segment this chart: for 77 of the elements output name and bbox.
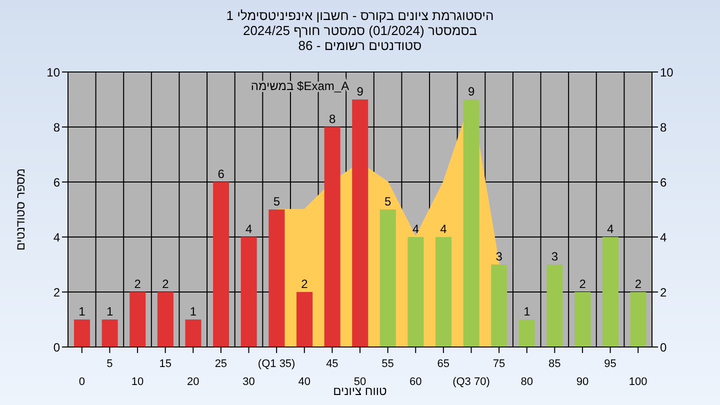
data-label: 1 xyxy=(524,304,531,318)
y2-tick-label: 4 xyxy=(660,230,667,244)
data-label: 4 xyxy=(412,222,420,236)
y2-tick-label: 10 xyxy=(660,65,674,80)
x-tick-label: 95 xyxy=(604,358,616,370)
x-tick-label: 10 xyxy=(131,376,144,388)
x-tick-label: 25 xyxy=(214,358,228,370)
y-tick-label: 0 xyxy=(53,340,60,354)
x-tick-label: (Q1 35) xyxy=(258,358,296,370)
x-tick-label: 15 xyxy=(159,358,172,370)
x-tick-label: 100 xyxy=(628,376,648,388)
x-tick-label: 0 xyxy=(78,376,85,388)
y-axis-title: מספר סטודנטים xyxy=(13,168,28,251)
bar xyxy=(74,320,90,347)
x-tick-label: 80 xyxy=(520,376,533,388)
bar xyxy=(602,237,618,347)
bar xyxy=(296,292,312,347)
bar xyxy=(130,292,146,347)
bar xyxy=(240,237,257,347)
x-tick-label: 5 xyxy=(106,358,113,370)
data-label: 4 xyxy=(440,222,448,236)
x-tick-label: 85 xyxy=(548,358,561,370)
bar xyxy=(157,292,174,347)
data-label: 6 xyxy=(218,167,225,181)
y-tick-label: 10 xyxy=(46,65,60,80)
data-label: 2 xyxy=(634,277,642,291)
x-tick-label: 30 xyxy=(242,376,255,388)
y-tick-label: 2 xyxy=(53,285,60,300)
bar xyxy=(324,127,340,347)
data-label: 8 xyxy=(328,112,336,126)
data-label: 1 xyxy=(106,304,114,318)
bar xyxy=(491,264,508,347)
bar xyxy=(518,320,535,347)
bar xyxy=(352,100,368,347)
data-label: 4 xyxy=(607,222,614,236)
data-label: 9 xyxy=(356,84,364,98)
bar xyxy=(574,292,591,347)
data-label: 1 xyxy=(78,304,86,318)
y-tick-label: 4 xyxy=(53,230,60,244)
chart-title: היסטוגרמת ציונים בקורס - חשבון אינפיניטסימלי 1 xyxy=(225,8,495,23)
x-tick-label: (Q3 70) xyxy=(452,376,490,388)
x-tick-label: 75 xyxy=(492,358,506,370)
x-tick-label: 90 xyxy=(576,376,589,388)
data-label: 2 xyxy=(301,277,308,291)
y2-tick-label: 0 xyxy=(660,340,667,354)
data-label: 3 xyxy=(551,250,558,264)
y-tick-label: 6 xyxy=(53,175,60,190)
chart-subtitle: בסמסטר (01/2024) סמסטר חורף 2024/25 סטודנטים רשומים - 86 xyxy=(242,23,478,53)
bar xyxy=(213,182,230,347)
bar xyxy=(408,237,424,347)
data-label: 2 xyxy=(579,277,586,291)
bar xyxy=(380,210,396,347)
data-label: 2 xyxy=(134,277,142,291)
bar xyxy=(102,320,118,347)
x-tick-label: 60 xyxy=(409,376,422,388)
y-tick-label: 8 xyxy=(53,120,60,134)
y2-tick-label: 8 xyxy=(660,120,667,134)
bar xyxy=(268,210,285,347)
x-tick-label: 20 xyxy=(187,376,200,388)
bar xyxy=(630,292,646,347)
bar xyxy=(463,100,480,347)
data-label: 9 xyxy=(468,84,475,98)
data-label: 5 xyxy=(273,194,280,208)
bar xyxy=(546,264,563,347)
data-label: 2 xyxy=(162,277,170,291)
data-label: 3 xyxy=(496,250,503,264)
x-tick-label: 45 xyxy=(326,358,338,370)
data-label: 1 xyxy=(190,304,197,318)
bar xyxy=(436,237,452,347)
x-tick-label: 40 xyxy=(298,376,311,388)
bar xyxy=(185,320,202,347)
data-label: 5 xyxy=(384,194,392,208)
x-tick-label: 55 xyxy=(382,358,394,370)
x-tick-label: 65 xyxy=(437,358,450,370)
y2-tick-label: 6 xyxy=(660,175,667,190)
y2-tick-label: 2 xyxy=(660,285,667,300)
data-label: 4 xyxy=(246,222,253,236)
